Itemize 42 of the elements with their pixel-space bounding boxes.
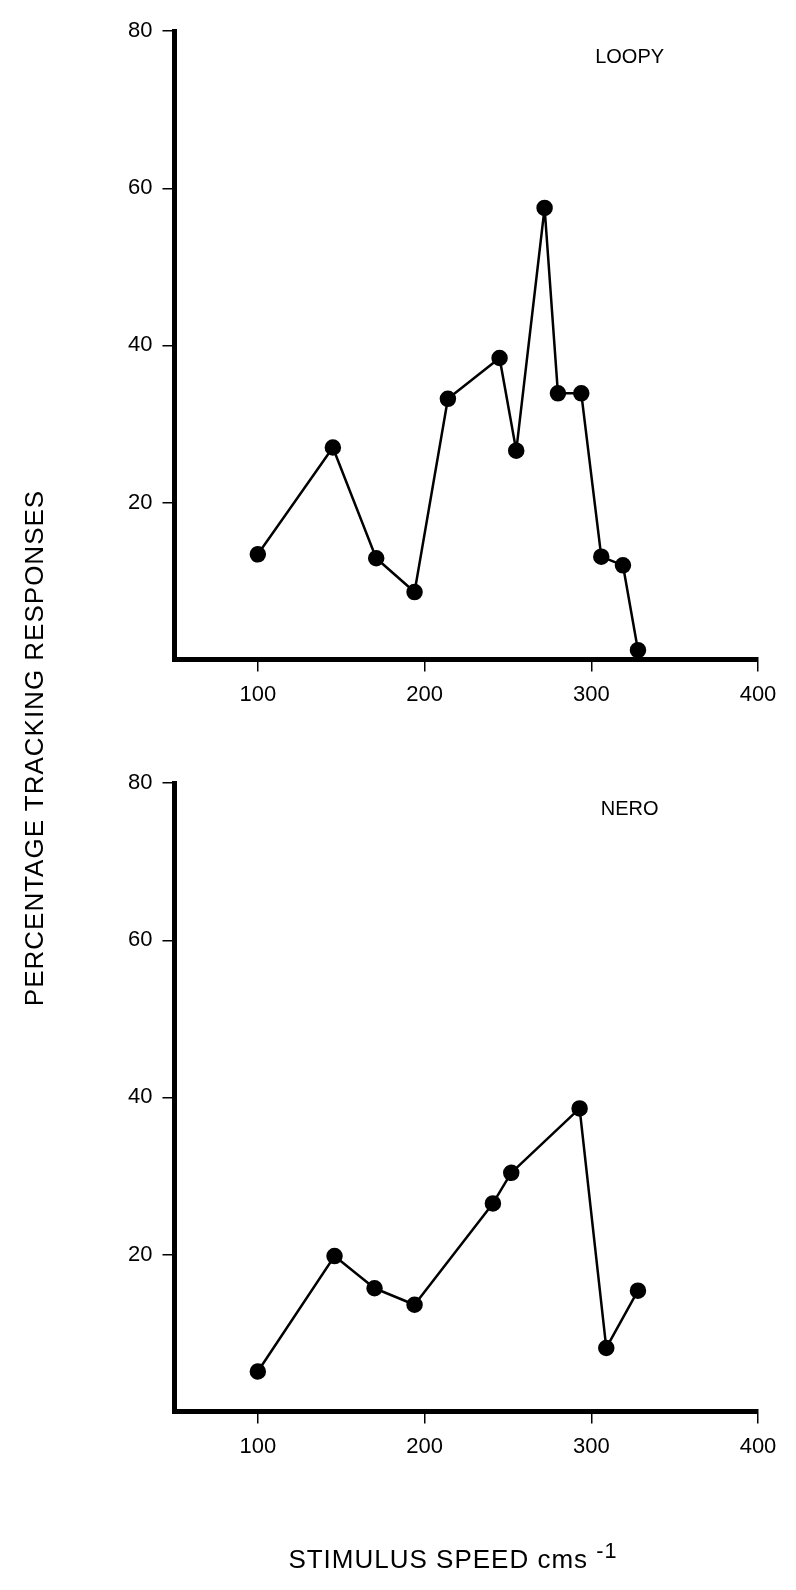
point xyxy=(249,1363,267,1380)
point xyxy=(326,1247,343,1265)
point xyxy=(614,557,632,574)
point xyxy=(406,1296,423,1314)
y-tick-label: 20 xyxy=(127,488,153,514)
point xyxy=(406,583,423,601)
text: NERO xyxy=(600,796,659,819)
x-axis-title: STIMULUS SPEED cms $^{-1}$ xyxy=(287,1538,619,1575)
point xyxy=(367,550,385,567)
x-tick-label: 200 xyxy=(406,1432,443,1458)
x-tick-label: 300 xyxy=(572,680,610,706)
y-tick-label: 20 xyxy=(127,1240,153,1266)
point xyxy=(366,1280,383,1297)
point xyxy=(536,199,553,217)
point xyxy=(439,390,457,408)
point xyxy=(324,439,342,456)
y-tick-label: 60 xyxy=(127,926,153,952)
x-tick-label: 400 xyxy=(739,1432,777,1458)
point xyxy=(573,385,590,402)
point xyxy=(249,546,267,563)
y-tick-label: 80 xyxy=(127,17,153,43)
point xyxy=(571,1100,588,1117)
point xyxy=(593,548,610,565)
y-tick-label: 40 xyxy=(127,331,153,357)
y-axis-title: PERCENTAGE TRACKING RESPONSES xyxy=(18,489,50,1007)
x-tick-label: 100 xyxy=(239,680,277,706)
point xyxy=(503,1164,520,1182)
y-tick-label: 60 xyxy=(127,174,153,200)
point xyxy=(508,442,525,459)
x-tick-label: 300 xyxy=(572,1432,610,1458)
y-tick-label: 40 xyxy=(127,1083,153,1109)
text: LOOPY xyxy=(595,44,665,67)
x-tick-label: 200 xyxy=(406,680,443,706)
point xyxy=(549,385,567,402)
x-tick-label: 100 xyxy=(239,1432,277,1458)
y-tick-label: 80 xyxy=(127,769,153,795)
point xyxy=(629,641,647,659)
point xyxy=(598,1339,615,1357)
x-tick-label: 400 xyxy=(739,680,777,706)
point xyxy=(484,1195,502,1212)
point xyxy=(629,1282,647,1299)
point xyxy=(491,349,508,367)
